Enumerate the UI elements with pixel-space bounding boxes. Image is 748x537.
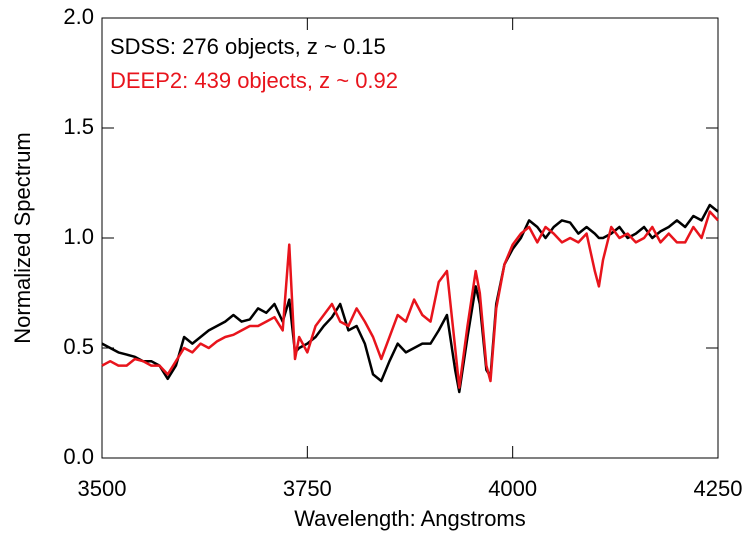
x-axis-label: Wavelength: Angstroms [294, 506, 526, 531]
legend-label: DEEP2: 439 objects, z ~ 0.92 [110, 68, 398, 93]
x-tick-label: 4250 [694, 476, 743, 501]
x-tick-label: 3750 [283, 476, 332, 501]
y-tick-label: 1.5 [63, 114, 94, 139]
y-axis-label: Normalized Spectrum [10, 132, 35, 344]
series-line [101, 210, 719, 389]
y-tick-label: 0.5 [63, 334, 94, 359]
legend-label: SDSS: 276 objects, z ~ 0.15 [110, 34, 386, 59]
series-line [101, 203, 719, 394]
y-tick-label: 2.0 [63, 4, 94, 29]
y-tick-label: 1.0 [63, 224, 94, 249]
y-tick-label: 0.0 [63, 444, 94, 469]
x-tick-label: 4000 [488, 476, 537, 501]
x-tick-label: 3500 [78, 476, 127, 501]
